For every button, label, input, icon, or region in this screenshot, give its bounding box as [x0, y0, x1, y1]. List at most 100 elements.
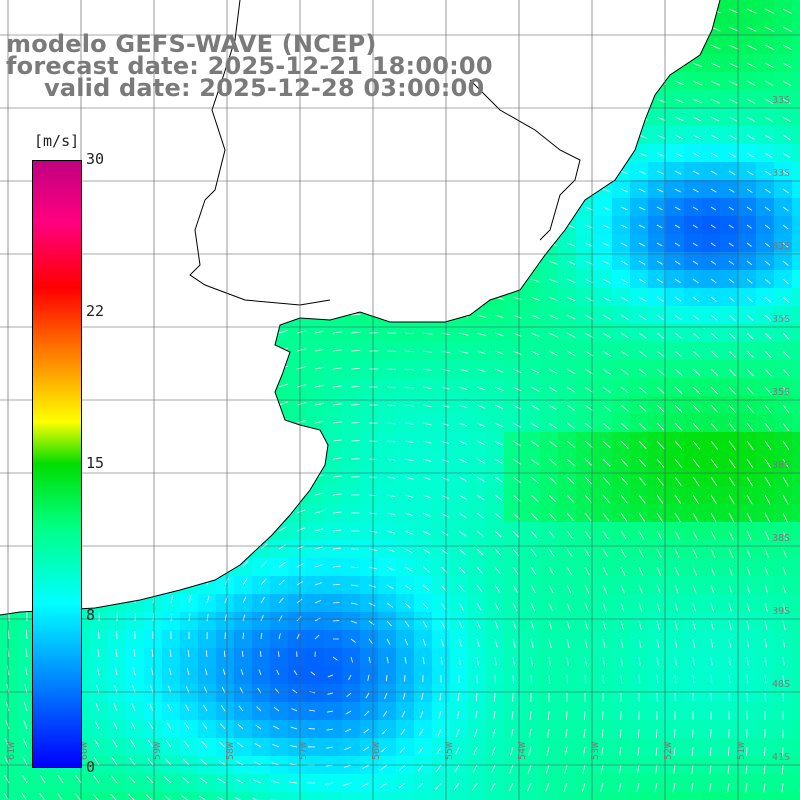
wind-arrow	[764, 602, 768, 612]
wind-arrow	[314, 420, 324, 424]
wind-arrow	[602, 458, 611, 467]
wind-arrow	[530, 476, 539, 484]
wind-arrow	[199, 777, 208, 784]
wind-arrow	[476, 656, 479, 666]
wind-arrow	[566, 620, 571, 630]
wind-arrow	[242, 632, 244, 640]
wind-arrow	[710, 656, 713, 666]
wind-arrow	[710, 350, 718, 358]
wind-arrow	[240, 669, 244, 676]
wind-arrow	[602, 476, 611, 485]
wind-arrow	[674, 458, 683, 468]
wind-arrow	[746, 674, 749, 684]
wind-arrow	[458, 494, 467, 500]
wind-arrow	[202, 722, 208, 730]
wind-arrow	[602, 404, 611, 412]
wind-arrow	[530, 620, 535, 630]
wind-arrow	[440, 422, 450, 426]
wind-arrow	[344, 746, 352, 750]
speed-cell	[144, 792, 162, 800]
wind-arrow	[440, 584, 447, 592]
wind-arrow	[440, 620, 445, 629]
wind-arrow	[512, 296, 523, 301]
speed-cell	[792, 792, 800, 800]
wind-arrow	[332, 493, 342, 496]
wind-arrow	[476, 638, 480, 648]
wind-arrow	[314, 348, 325, 352]
wind-arrow	[278, 597, 284, 604]
wind-arrow	[23, 702, 28, 712]
wind-arrow	[548, 674, 551, 684]
colorbar	[32, 160, 82, 768]
wind-arrow	[222, 668, 226, 676]
speed-cell	[18, 792, 36, 800]
coastline	[0, 0, 721, 616]
latitude-label: 39S	[772, 606, 790, 617]
wind-arrow	[332, 529, 342, 532]
wind-arrow	[203, 704, 208, 712]
wind-arrow	[422, 476, 432, 481]
wind-arrow	[296, 633, 300, 640]
wind-arrow	[386, 548, 395, 553]
wind-arrow	[326, 746, 334, 749]
wind-arrow	[493, 710, 496, 720]
wind-arrow	[710, 620, 714, 630]
wind-arrow	[674, 278, 681, 284]
wind-arrow	[564, 746, 568, 756]
wind-arrow	[602, 494, 610, 504]
wind-arrow	[296, 420, 306, 424]
wind-arrow	[404, 404, 414, 407]
wind-arrow	[764, 242, 771, 248]
wind-arrow	[527, 764, 532, 774]
speed-cell	[792, 396, 800, 414]
wind-arrow	[728, 638, 732, 648]
wind-arrow	[602, 188, 611, 193]
speed-cell	[792, 270, 800, 288]
speed-cell	[594, 792, 612, 800]
wind-arrow	[130, 721, 136, 730]
wind-arrow	[187, 649, 190, 658]
wind-arrow	[93, 775, 100, 784]
wind-arrow	[476, 620, 481, 629]
land-mass	[0, 0, 720, 615]
wind-arrow	[5, 702, 10, 712]
wind-arrow	[654, 782, 658, 793]
wind-arrow	[584, 656, 587, 666]
wind-arrow	[476, 386, 486, 391]
wind-arrow	[782, 368, 790, 377]
wind-arrow	[566, 566, 572, 576]
wind-arrow	[692, 602, 696, 612]
wind-arrow	[728, 350, 736, 358]
speed-cell	[792, 612, 800, 630]
longitude-label: 59W	[152, 741, 163, 760]
wind-arrow	[782, 44, 792, 51]
wind-arrow	[422, 512, 431, 517]
speed-cell	[414, 792, 432, 800]
longitude-label: 55W	[444, 741, 455, 760]
wind-arrow	[292, 689, 298, 694]
wind-arrow	[132, 667, 136, 676]
wind-arrow	[314, 600, 322, 604]
wind-arrow	[510, 728, 514, 738]
wind-arrow	[219, 741, 226, 748]
wind-arrow	[458, 566, 466, 574]
wind-arrow	[332, 457, 342, 460]
wind-arrow	[709, 764, 712, 775]
wind-arrow	[512, 530, 520, 538]
wind-arrow	[386, 476, 396, 479]
wind-arrow	[566, 422, 575, 429]
wind-arrow	[548, 566, 555, 575]
wind-arrow	[422, 458, 432, 462]
latitude-label: 35S	[772, 314, 790, 325]
wind-arrow	[457, 692, 460, 701]
wind-arrow	[276, 669, 280, 676]
wind-arrow	[131, 703, 136, 712]
wind-arrow	[746, 566, 751, 576]
speed-cell	[720, 792, 738, 800]
wind-arrow	[439, 692, 442, 701]
wind-arrow	[310, 671, 316, 676]
wind-arrow	[728, 620, 732, 630]
speed-cell	[378, 792, 396, 800]
wind-arrow	[764, 278, 771, 284]
wind-arrow	[656, 188, 664, 193]
